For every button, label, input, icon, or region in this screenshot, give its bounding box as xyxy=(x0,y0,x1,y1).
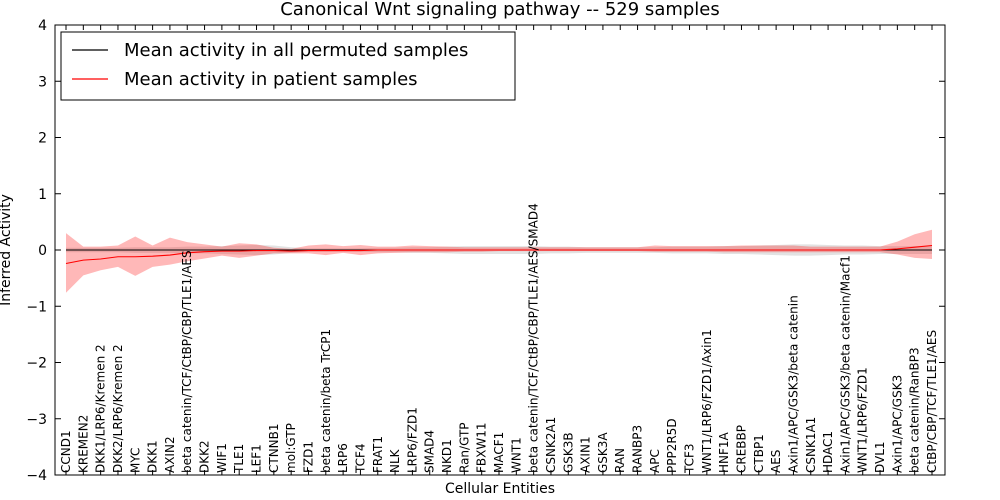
x-tick-label: WNT1/LRP6/FZD1/Axin1 xyxy=(700,329,714,473)
x-tick-label: DKK2/LRP6/Kremen 2 xyxy=(111,344,125,473)
x-tick-label: TCF3 xyxy=(683,443,697,474)
y-tick-label: −2 xyxy=(26,356,47,372)
x-tick-label: beta catenin/TCF/CtBP/CBP/TLE1/AES xyxy=(180,250,194,473)
x-tick-label: FZD1 xyxy=(301,441,315,473)
x-tick-label: PPP2R5D xyxy=(665,418,679,473)
x-tick-label: DKK2 xyxy=(198,440,212,473)
x-tick-label: MYC xyxy=(128,448,142,473)
x-tick-label: RANBP3 xyxy=(631,425,645,473)
x-tick-label: NLK xyxy=(388,448,402,473)
x-tick-label: CCND1 xyxy=(59,430,73,473)
x-tick-label: DKK1 xyxy=(146,440,160,473)
x-tick-label: CTBP1 xyxy=(752,434,766,473)
x-tick-label: FBXW11 xyxy=(475,423,489,474)
y-tick-label: 3 xyxy=(38,74,47,90)
y-tick-label: 1 xyxy=(38,187,47,203)
x-tick-label: AXIN1 xyxy=(579,436,593,473)
chart-title: Canonical Wnt signaling pathway -- 529 s… xyxy=(280,0,720,20)
x-tick-label: NKD1 xyxy=(440,439,454,473)
x-tick-label: beta catenin/TCF/CtBP/CBP/TLE1/AES/SMAD4 xyxy=(527,203,541,473)
x-tick-label: KREMEN2 xyxy=(76,415,90,473)
x-tick-label: Axin1/APC/GSK3/beta catenin/Macf1 xyxy=(838,255,852,473)
x-tick-label: LRP6/FZD1 xyxy=(405,407,419,473)
x-tick-label: APC xyxy=(648,449,662,473)
y-tick-label: 4 xyxy=(38,18,47,34)
legend-label-patient: Mean activity in patient samples xyxy=(124,69,418,90)
y-tick-label: −4 xyxy=(26,468,47,484)
y-tick-label: −1 xyxy=(26,299,47,315)
x-tick-label: CREBBP xyxy=(734,425,748,473)
x-axis-label: Cellular Entities xyxy=(445,481,555,497)
x-tick-label: TLE1 xyxy=(232,444,246,474)
y-tick-label: 0 xyxy=(38,243,47,259)
x-tick-label: WNT1/LRP6/FZD1 xyxy=(856,367,870,473)
x-tick-label: WIF1 xyxy=(215,443,229,473)
x-tick-label: HDAC1 xyxy=(821,431,835,473)
x-tick-label: WNT1 xyxy=(509,437,523,473)
x-tick-label: MACF1 xyxy=(492,432,506,473)
y-tick-label: 2 xyxy=(38,131,47,147)
x-tick-label: DVL1 xyxy=(873,441,887,473)
x-tick-label: mol:GTP xyxy=(284,423,298,473)
x-tick-label: CTNNB1 xyxy=(267,423,281,473)
x-tick-label: CtBP/CBP/TCF/TLE1/AES xyxy=(925,330,939,473)
legend-box xyxy=(60,31,516,101)
x-tick-label: GSK3A xyxy=(596,432,610,473)
x-tick-label: LEF1 xyxy=(250,444,264,473)
x-tick-label: TCF4 xyxy=(353,443,367,474)
x-tick-label: SMAD4 xyxy=(423,430,437,473)
x-tick-label: AXIN2 xyxy=(163,436,177,473)
confidence-band-patient xyxy=(66,229,932,293)
x-tick-label: CSNK2A1 xyxy=(544,417,558,473)
y-axis-label: Inferred Activity xyxy=(0,194,14,306)
x-tick-label: Axin1/APC/GSK3 xyxy=(890,375,904,473)
x-tick-label: Ran/GTP xyxy=(457,422,471,473)
y-tick-label: −3 xyxy=(26,412,47,428)
x-tick-label: FRAT1 xyxy=(371,436,385,473)
x-tick-label: CSNK1A1 xyxy=(804,417,818,473)
legend-label-permuted: Mean activity in all permuted samples xyxy=(124,40,468,61)
x-tick-label: RAN xyxy=(613,448,627,473)
series-line-patient xyxy=(65,244,933,265)
x-tick-label: LRP6 xyxy=(336,443,350,473)
x-tick-label: Axin1/APC/GSK3/beta catenin xyxy=(786,295,800,473)
x-tick-label: DKK1/LRP6/Kremen 2 xyxy=(94,344,108,473)
x-tick-label: beta catenin/RanBP3 xyxy=(908,347,922,473)
x-tick-label: beta catenin/beta TrCP1 xyxy=(319,329,333,473)
x-tick-label: HNF1A xyxy=(717,431,731,473)
legend: Mean activity in all permuted samples Me… xyxy=(60,31,516,101)
x-tick-label: AES xyxy=(769,450,783,473)
x-tick-label: GSK3B xyxy=(561,432,575,473)
